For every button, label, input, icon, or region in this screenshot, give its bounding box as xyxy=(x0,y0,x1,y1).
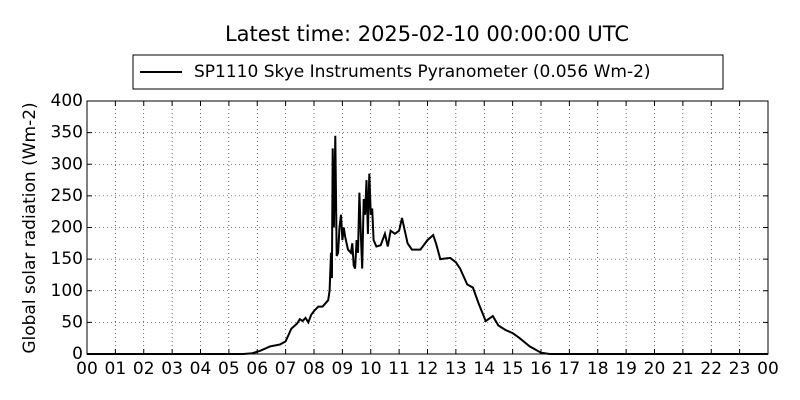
y-tick-label: 150 xyxy=(51,249,83,269)
x-tick-label: 10 xyxy=(360,359,382,379)
legend-label: SP1110 Skye Instruments Pyranometer (0.0… xyxy=(194,62,651,82)
x-tick-label: 14 xyxy=(473,359,495,379)
x-tick-label: 23 xyxy=(729,359,751,379)
x-tick-label: 19 xyxy=(615,359,637,379)
plot-frame xyxy=(86,100,769,355)
x-tick-label: 01 xyxy=(105,359,127,379)
data-line xyxy=(87,135,768,355)
x-tick-label: 17 xyxy=(559,359,581,379)
y-tick-label: 350 xyxy=(51,123,83,143)
x-tick-label: 20 xyxy=(644,359,666,379)
legend-box xyxy=(132,54,724,90)
x-tick-label: 06 xyxy=(246,359,268,379)
x-tick-label: 07 xyxy=(275,359,297,379)
x-tick-label: 00 xyxy=(757,359,779,379)
y-tick-label: 50 xyxy=(61,312,83,332)
y-tick-label: 250 xyxy=(51,186,83,206)
x-tick-label: 16 xyxy=(530,359,552,379)
x-tick-label: 04 xyxy=(190,359,212,379)
x-tick-label: 15 xyxy=(502,359,524,379)
x-tick-label: 21 xyxy=(672,359,694,379)
x-tick-label: 00 xyxy=(76,359,98,379)
x-tick-label: 18 xyxy=(587,359,609,379)
y-axis-label: Global solar radiation (Wm-2) xyxy=(20,102,40,353)
chart-title: Latest time: 2025-02-10 00:00:00 UTC xyxy=(225,22,629,46)
x-tick-label: 05 xyxy=(218,359,240,379)
x-tick-label: 22 xyxy=(700,359,722,379)
y-tick-label: 400 xyxy=(51,91,83,111)
y-tick-label: 300 xyxy=(51,154,83,174)
x-tick-label: 13 xyxy=(445,359,467,379)
y-tick-label: 100 xyxy=(51,281,83,301)
x-tick-label: 08 xyxy=(303,359,325,379)
x-tick-label: 02 xyxy=(133,359,155,379)
x-tick-label: 09 xyxy=(332,359,354,379)
x-tick-label: 03 xyxy=(161,359,183,379)
y-tick-label: 0 xyxy=(72,344,83,364)
y-tick-label: 200 xyxy=(51,218,83,238)
x-tick-label: 12 xyxy=(417,359,439,379)
x-tick-label: 11 xyxy=(388,359,410,379)
